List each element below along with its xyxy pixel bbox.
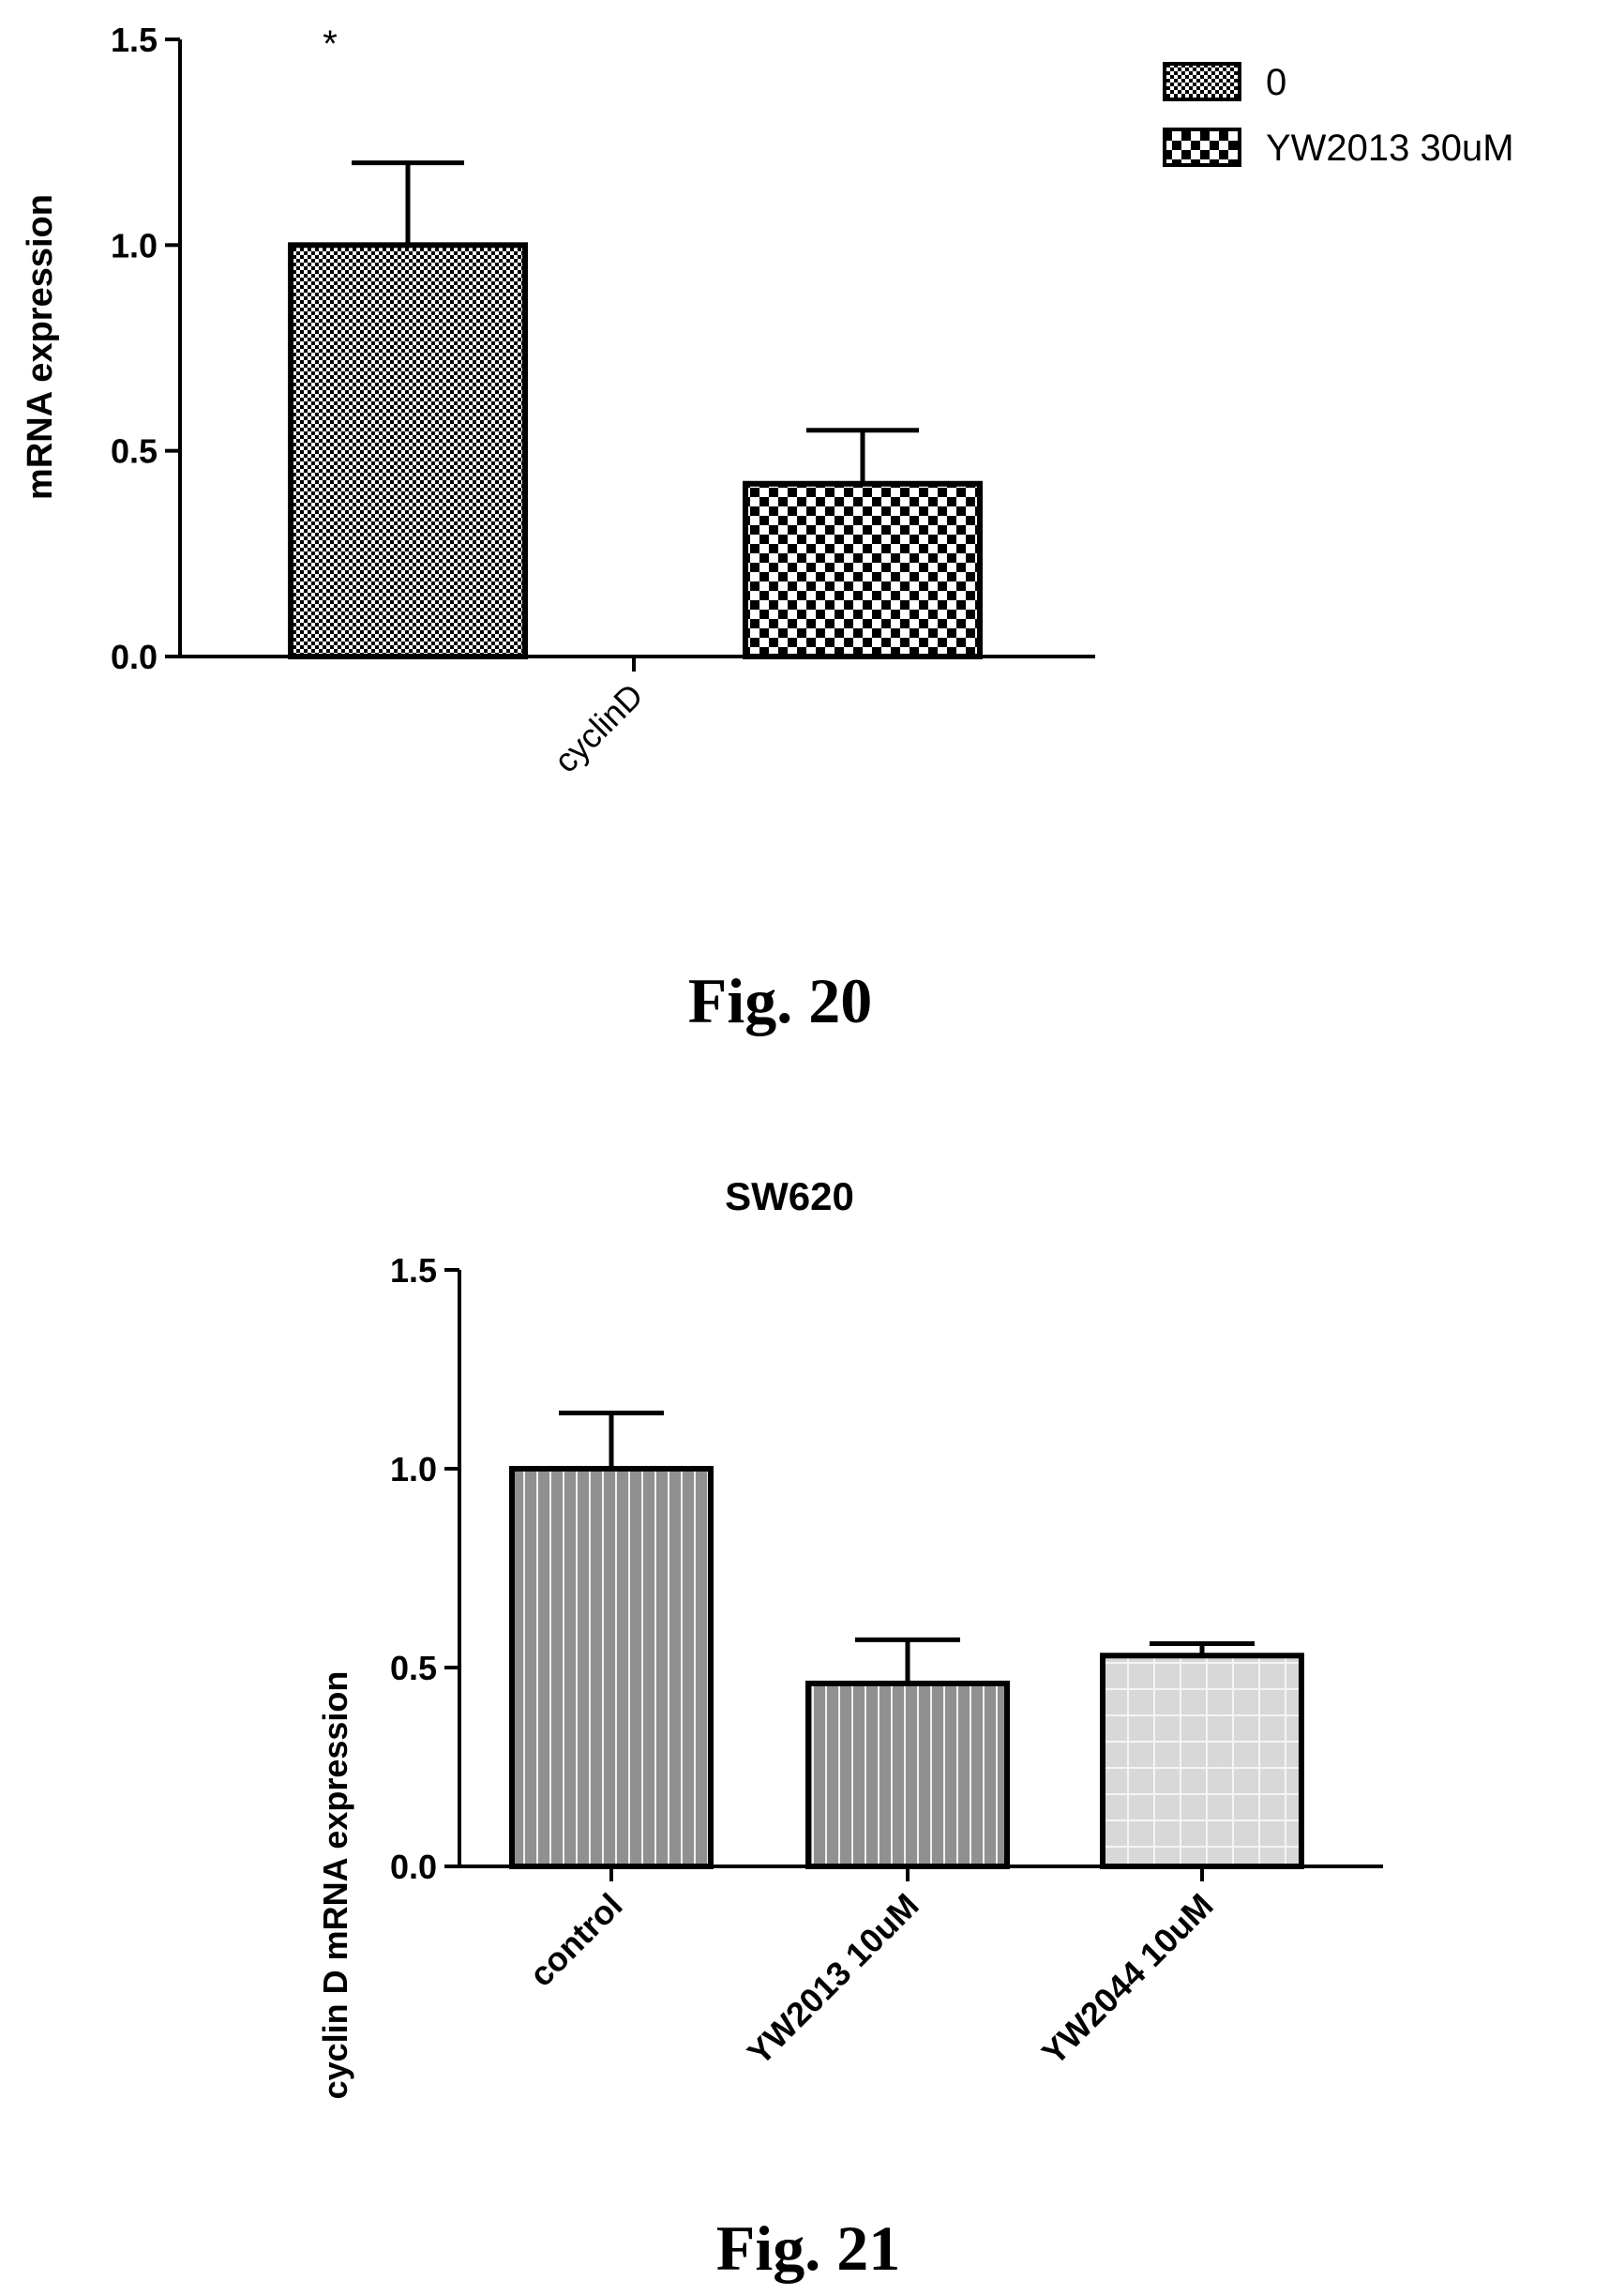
y-axis-label: mRNA expression [21, 194, 60, 500]
x-tick-label: cyclinD [547, 676, 651, 780]
bar [1100, 1653, 1304, 1870]
y-tick-label: 1.0 [390, 1450, 437, 1488]
y-tick-label: 1.5 [111, 21, 158, 59]
x-tick-label: control [521, 1886, 629, 1994]
figure-caption: Fig. 20 [688, 965, 872, 1036]
y-tick-label: 1.0 [111, 226, 158, 264]
chart-title: SW620 [725, 1174, 854, 1218]
x-tick-label: YW2013 10uM [740, 1886, 926, 2073]
bar [743, 480, 983, 660]
y-tick-label: 0.5 [111, 432, 158, 471]
legend-swatch [1163, 128, 1241, 167]
legend-label: 0 [1266, 62, 1286, 103]
y-tick-label: 1.5 [390, 1251, 437, 1290]
legend-swatch [1163, 62, 1241, 101]
bars [509, 1411, 1304, 1870]
bar [509, 1466, 714, 1869]
axes: 0.0 0.5 1.0 1.5 cyclinD [111, 21, 1095, 780]
x-tick-label: YW2044 10uM [1034, 1886, 1221, 2073]
significance-marker: * [323, 23, 338, 65]
y-tick-label: 0.0 [390, 1848, 437, 1886]
y-tick-label: 0.5 [390, 1649, 437, 1687]
bar [805, 1680, 1010, 1870]
y-axis-label: cyclin D mRNA expression [316, 1671, 354, 2100]
figure-caption: Fig. 21 [716, 2212, 900, 2284]
figure-21-chart: SW620 cyclin D mRNA expression 0.0 0.5 1.0… [316, 1174, 1383, 2284]
bar [288, 242, 528, 659]
bars [288, 160, 983, 660]
figure-20-chart: mRNA expression 0.0 0.5 1.0 1.5 cyclinD 0 YW2… [21, 21, 1514, 1036]
legend-label: YW2013 30uM [1266, 128, 1514, 169]
y-tick-label: 0.0 [111, 638, 158, 676]
legend: 0 YW2013 30uM [1163, 62, 1514, 169]
